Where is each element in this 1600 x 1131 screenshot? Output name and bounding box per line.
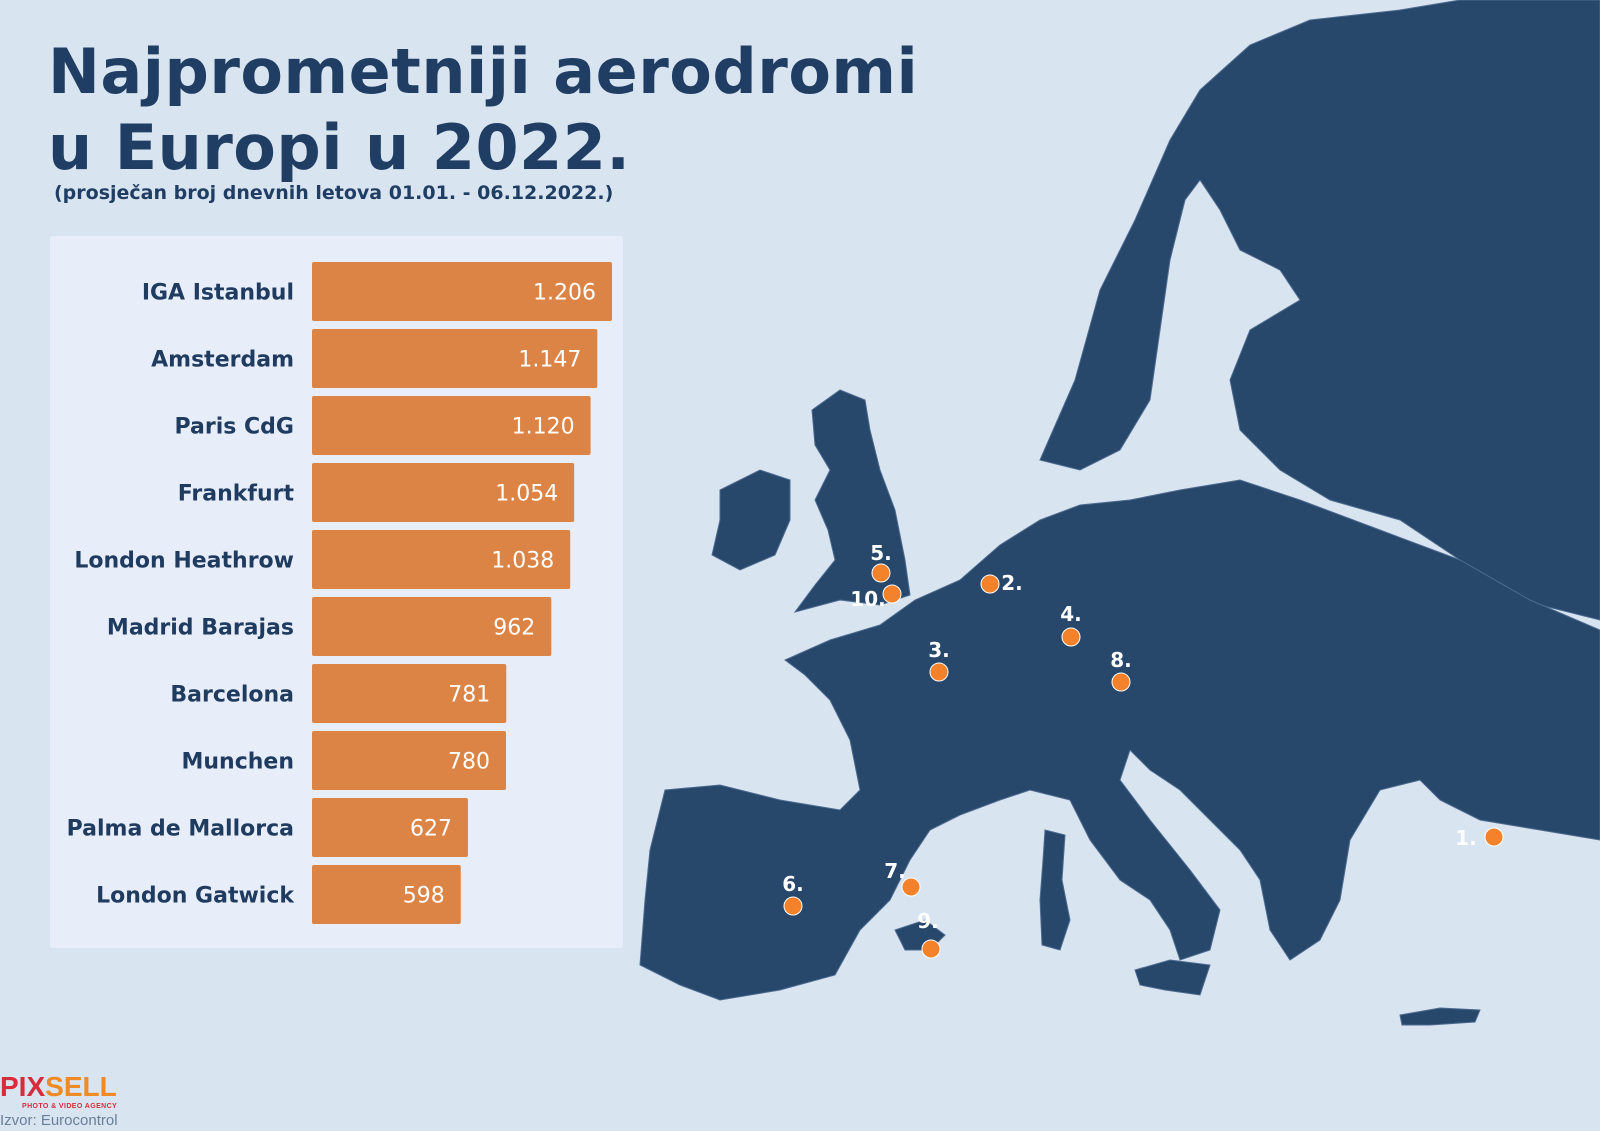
- bar: [312, 664, 507, 723]
- airport-marker: [921, 939, 941, 959]
- source-note: Izvor: Eurocontrol: [0, 1112, 118, 1129]
- value-label: 1.038: [491, 549, 554, 574]
- category-label: Barcelona: [170, 683, 294, 708]
- marker-label: 6.: [782, 872, 804, 896]
- airport-marker: [882, 584, 902, 604]
- chart-panel: IGA Istanbul 1.206 Amsterdam 1.147 Paris CdG…: [50, 236, 623, 948]
- pixsell-logo: PIXSELL: [0, 1071, 117, 1102]
- value-label: 780: [448, 750, 490, 775]
- bar: [312, 798, 468, 857]
- airport-marker: [1484, 827, 1504, 847]
- airport-marker: [929, 662, 949, 682]
- marker-label: 3.: [928, 638, 950, 662]
- value-label: 598: [403, 884, 445, 909]
- category-label: London Heathrow: [74, 549, 294, 574]
- bar-chart: IGA Istanbul 1.206 Amsterdam 1.147 Paris CdG…: [67, 262, 612, 924]
- map-mainland: [639, 479, 1600, 1001]
- category-label: IGA Istanbul: [142, 281, 294, 306]
- value-label: 781: [448, 683, 490, 708]
- value-label: 1.054: [495, 482, 558, 507]
- airport-marker: [783, 896, 803, 916]
- airport-marker: [1061, 627, 1081, 647]
- value-label: 627: [410, 817, 452, 842]
- bar: [312, 463, 575, 522]
- value-label: 1.206: [533, 281, 596, 306]
- category-label: Frankfurt: [178, 482, 295, 507]
- airport-marker: [901, 877, 921, 897]
- marker-label: 10.: [850, 587, 885, 611]
- map-crete: [1399, 1007, 1481, 1026]
- title-line-2: u Europi u 2022.: [48, 111, 631, 184]
- page-title: Najprometniji aerodromi u Europi u 2022.: [48, 34, 918, 186]
- marker-label: 5.: [870, 541, 892, 565]
- map-ireland: [711, 469, 791, 571]
- map-sicily: [1134, 959, 1211, 996]
- map-landmass: [639, 0, 1600, 1026]
- category-label: Amsterdam: [151, 348, 294, 373]
- map-corsica-sardinia: [1039, 829, 1071, 951]
- bar: [312, 597, 552, 656]
- title-line-1: Najprometniji aerodromi: [48, 35, 919, 108]
- value-label: 962: [493, 616, 535, 641]
- bar: [312, 530, 571, 589]
- logo-tagline: PHOTO & VIDEO AGENCY: [22, 1103, 118, 1110]
- marker-label: 2.: [1001, 571, 1023, 595]
- category-label: Paris CdG: [175, 415, 294, 440]
- marker-label: 9.: [917, 909, 939, 933]
- map-markers: 1. 2. 3. 4. 5. 6. 7. 8. 9. 10.: [782, 541, 1504, 959]
- marker-label: 7.: [884, 859, 906, 883]
- airport-marker: [1111, 672, 1131, 692]
- subtitle: (prosječan broj dnevnih letova 01.01. - …: [54, 182, 614, 204]
- marker-label: 8.: [1110, 648, 1132, 672]
- category-label: London Gatwick: [96, 884, 295, 909]
- category-label: Palma de Mallorca: [67, 817, 294, 842]
- airport-marker: [871, 563, 891, 583]
- bar: [312, 262, 612, 321]
- bar: [312, 396, 591, 455]
- category-label: Munchen: [181, 750, 294, 775]
- value-label: 1.120: [512, 415, 575, 440]
- marker-label: 1.: [1455, 826, 1477, 850]
- map-great-britain: [793, 389, 911, 613]
- bar: [312, 329, 598, 388]
- airport-marker: [980, 574, 1000, 594]
- map-scandinavia: [1039, 0, 1600, 621]
- category-label: Madrid Barajas: [107, 616, 294, 641]
- bar: [312, 865, 461, 924]
- marker-label: 4.: [1060, 602, 1082, 626]
- europe-map: 1. 2. 3. 4. 5. 6. 7. 8. 9. 10.: [639, 0, 1600, 1026]
- value-label: 1.147: [518, 348, 581, 373]
- bar: [312, 731, 507, 790]
